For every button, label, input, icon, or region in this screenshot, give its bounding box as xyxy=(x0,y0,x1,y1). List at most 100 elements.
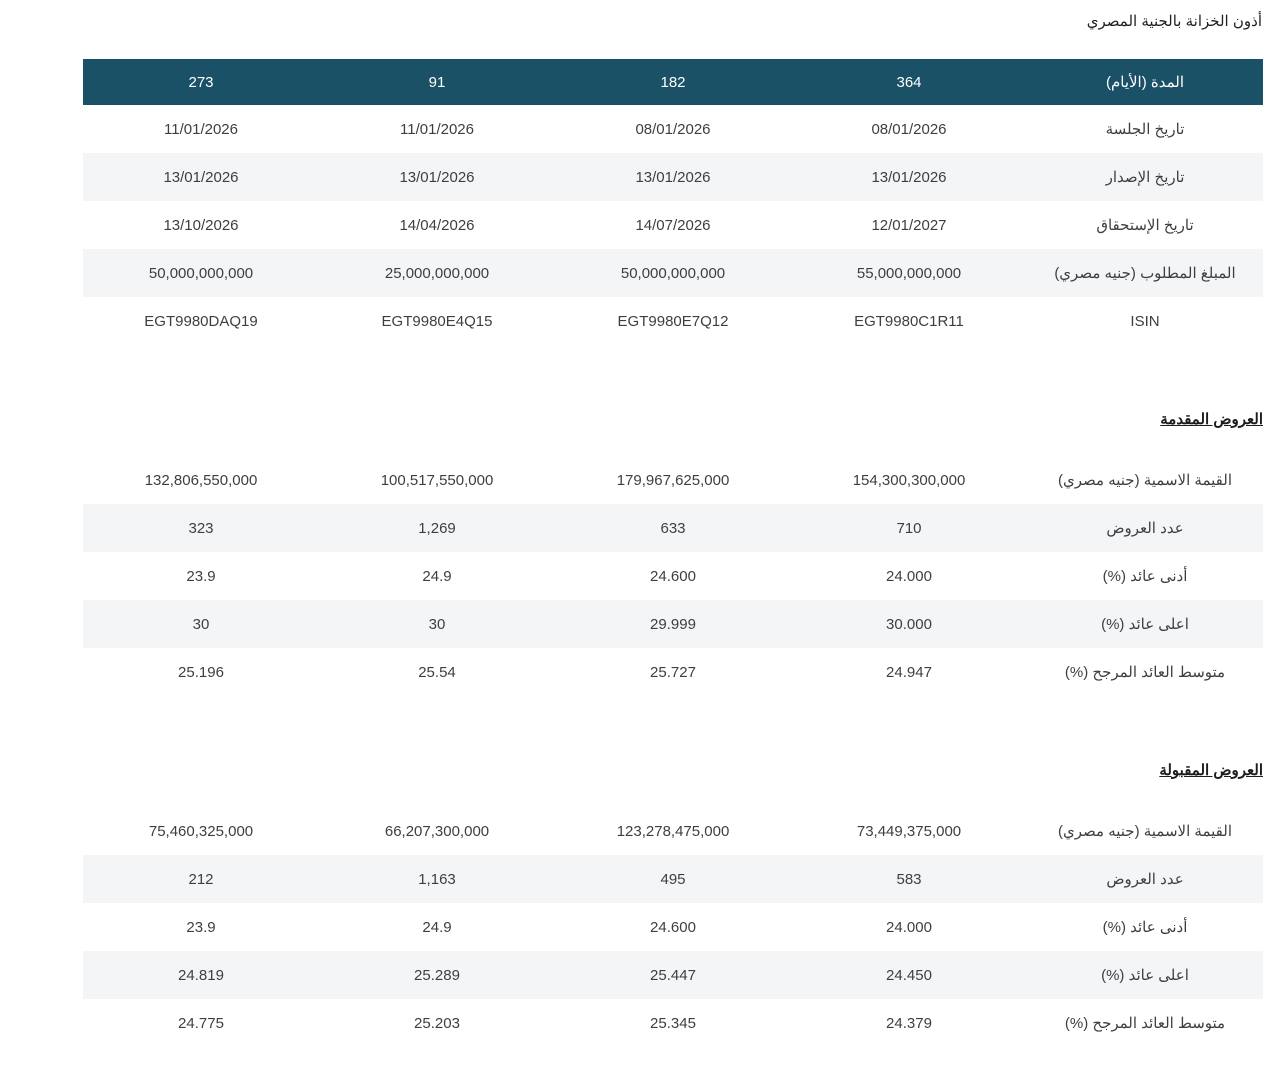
cell-value: 25.203 xyxy=(414,1014,460,1032)
cell-value: EGT9980E4Q15 xyxy=(381,312,493,330)
cell-value: 11/01/2026 xyxy=(400,120,474,138)
row-label: عدد العروض xyxy=(1106,871,1184,888)
cell-value: 30.000 xyxy=(886,615,932,633)
cell-value: 55,000,000,000 xyxy=(856,264,962,282)
table-row-session-date: تاريخ الجلسة 08/01/2026 08/01/2026 11/01… xyxy=(83,105,1263,153)
page-title: أذون الخزانة بالجنية المصري xyxy=(1086,13,1262,30)
cell-value: 123,278,475,000 xyxy=(616,822,730,840)
cell-value: 633 xyxy=(660,519,686,537)
column-header-273: 273 xyxy=(83,59,319,105)
cell-value: 25.345 xyxy=(650,1014,696,1032)
row-label: تاريخ الجلسة xyxy=(1105,121,1185,138)
cell-value: 24.000 xyxy=(886,567,932,585)
cell-value: 132,806,550,000 xyxy=(144,471,258,489)
cell-value: 29.999 xyxy=(650,615,696,633)
cell-value: 30 xyxy=(428,615,446,633)
cell-value: 25.196 xyxy=(178,663,224,681)
column-header-91: 91 xyxy=(319,59,555,105)
table-row-offers-count: عدد العروض 710 633 1,269 323 xyxy=(83,504,1263,552)
cell-value: 24.819 xyxy=(178,966,224,984)
section-heading-accepted-offers: العروض المقبولة xyxy=(1159,762,1263,779)
table-row-max-yield: اعلى عائد (%) 24.450 25.447 25.289 24.81… xyxy=(83,951,1263,999)
row-label: المبلغ المطلوب (جنيه مصري) xyxy=(1054,265,1236,282)
table-row-nominal-value: القيمة الاسمية (جنيه مصري) 73,449,375,00… xyxy=(83,807,1263,855)
cell-value: 13/01/2026 xyxy=(399,168,475,186)
cell-value: 212 xyxy=(188,870,214,888)
cell-value: 24.600 xyxy=(650,918,696,936)
column-header-182: 182 xyxy=(555,59,791,105)
cell-value: 1,163 xyxy=(418,870,456,888)
cell-value: 75,460,325,000 xyxy=(148,822,254,840)
cell-value: 25.447 xyxy=(650,966,696,984)
report-content: المدة (الأيام) 364 182 91 273 تاريخ الجل… xyxy=(83,59,1263,1047)
row-label: اعلى عائد (%) xyxy=(1101,967,1189,984)
cell-value: 11/01/2026 xyxy=(164,120,238,138)
cell-value: 100,517,550,000 xyxy=(380,471,494,489)
cell-value: 710 xyxy=(896,519,922,537)
section-heading-submitted-offers: العروض المقدمة xyxy=(1160,411,1263,428)
cell-value: 08/01/2026 xyxy=(871,120,947,138)
table-row-offers-count: عدد العروض 583 495 1,163 212 xyxy=(83,855,1263,903)
cell-value: EGT9980E7Q12 xyxy=(617,312,729,330)
cell-value: 24.000 xyxy=(886,918,932,936)
row-label: القيمة الاسمية (جنيه مصري) xyxy=(1057,823,1233,840)
table-row-max-yield: اعلى عائد (%) 30.000 29.999 30 30 xyxy=(83,600,1263,648)
cell-value: 179,967,625,000 xyxy=(616,471,730,489)
cell-value: 13/10/2026 xyxy=(163,216,239,234)
cell-value: 495 xyxy=(660,870,686,888)
table-row-maturity-date: تاريخ الإستحقاق 12/01/2027 14/07/2026 14… xyxy=(83,201,1263,249)
table-row-weighted-avg-yield: متوسط العائد المرجح (%) 24.379 25.345 25… xyxy=(83,999,1263,1047)
cell-value: 24.947 xyxy=(886,663,932,681)
row-label: متوسط العائد المرجح (%) xyxy=(1064,664,1226,681)
cell-value: 24.379 xyxy=(886,1014,932,1032)
accepted-offers-table: القيمة الاسمية (جنيه مصري) 73,449,375,00… xyxy=(83,807,1263,1047)
cell-value: 1,269 xyxy=(418,519,456,537)
cell-value: 154,300,300,000 xyxy=(852,471,966,489)
cell-value: 14/04/2026 xyxy=(399,216,475,234)
submitted-offers-table: القيمة الاسمية (جنيه مصري) 154,300,300,0… xyxy=(83,456,1263,696)
row-label: عدد العروض xyxy=(1106,520,1184,537)
table-row-min-yield: أدنى عائد (%) 24.000 24.600 24.9 23.9 xyxy=(83,552,1263,600)
cell-value: 24.450 xyxy=(886,966,932,984)
auction-info-table: المدة (الأيام) 364 182 91 273 تاريخ الجل… xyxy=(83,59,1263,345)
cell-value: 323 xyxy=(188,519,214,537)
table-row-min-yield: أدنى عائد (%) 24.000 24.600 24.9 23.9 xyxy=(83,903,1263,951)
row-label: القيمة الاسمية (جنيه مصري) xyxy=(1057,472,1233,489)
row-label: متوسط العائد المرجح (%) xyxy=(1064,1015,1226,1032)
table-row-isin: ISIN EGT9980C1R11 EGT9980E7Q12 EGT9980E4… xyxy=(83,297,1263,345)
cell-value: 24.9 xyxy=(422,567,452,585)
treasury-bills-report: أذون الخزانة بالجنية المصري المدة (الأيا… xyxy=(0,12,1270,1047)
row-label: اعلى عائد (%) xyxy=(1101,616,1189,633)
cell-value: 25.727 xyxy=(650,663,696,681)
cell-value: 583 xyxy=(896,870,922,888)
cell-value: EGT9980C1R11 xyxy=(854,312,964,330)
cell-value: 14/07/2026 xyxy=(635,216,711,234)
cell-value: 08/01/2026 xyxy=(635,120,711,138)
row-label: تاريخ الإستحقاق xyxy=(1096,217,1194,234)
cell-value: 50,000,000,000 xyxy=(148,264,254,282)
table-row-required-amount: المبلغ المطلوب (جنيه مصري) 55,000,000,00… xyxy=(83,249,1263,297)
cell-value: 73,449,375,000 xyxy=(856,822,962,840)
row-label: أدنى عائد (%) xyxy=(1102,568,1188,585)
cell-value: 24.600 xyxy=(650,567,696,585)
row-label: أدنى عائد (%) xyxy=(1102,919,1188,936)
table-header-row: المدة (الأيام) 364 182 91 273 xyxy=(83,59,1263,105)
cell-value: 13/01/2026 xyxy=(163,168,239,186)
duration-days-header: المدة (الأيام) xyxy=(1027,59,1263,105)
cell-value: 25.289 xyxy=(414,966,460,984)
table-row-weighted-avg-yield: متوسط العائد المرجح (%) 24.947 25.727 25… xyxy=(83,648,1263,696)
row-label: تاريخ الإصدار xyxy=(1105,169,1185,186)
cell-value: 50,000,000,000 xyxy=(620,264,726,282)
row-label: ISIN xyxy=(1130,312,1160,330)
cell-value: 23.9 xyxy=(186,567,216,585)
table-row-nominal-value: القيمة الاسمية (جنيه مصري) 154,300,300,0… xyxy=(83,456,1263,504)
cell-value: 12/01/2027 xyxy=(871,216,947,234)
cell-value: 13/01/2026 xyxy=(871,168,947,186)
cell-value: 25,000,000,000 xyxy=(384,264,490,282)
cell-value: 24.775 xyxy=(178,1014,224,1032)
cell-value: 30 xyxy=(192,615,210,633)
column-header-364: 364 xyxy=(791,59,1027,105)
cell-value: EGT9980DAQ19 xyxy=(144,312,258,330)
cell-value: 13/01/2026 xyxy=(635,168,711,186)
table-row-issue-date: تاريخ الإصدار 13/01/2026 13/01/2026 13/0… xyxy=(83,153,1263,201)
